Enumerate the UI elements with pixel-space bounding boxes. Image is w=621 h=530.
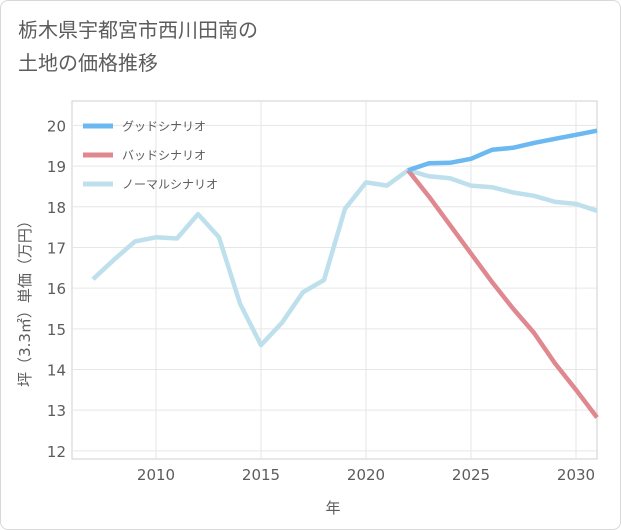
chart-title: 栃木県宇都宮市西川田南の 土地の価格推移 — [18, 14, 378, 80]
y-tick-label: 18 — [47, 199, 66, 217]
axis-ticks: 12 13 14 15 16 17 18 19 20 2010 2015 2020 2025 2030 — [47, 117, 595, 484]
legend-label-normal: ノーマルシナリオ — [122, 178, 218, 192]
series-line-normal — [91, 167, 598, 348]
y-tick-label: 13 — [47, 402, 66, 420]
chart-title-line-2: 土地の価格推移 — [18, 51, 158, 75]
series-line-good — [407, 128, 598, 173]
x-tick-label: 2010 — [137, 466, 175, 484]
y-tick-label: 16 — [47, 280, 66, 298]
x-axis-label: 年 — [325, 499, 340, 517]
y-tick-label: 12 — [47, 443, 66, 461]
legend-label-bad: バッドシナリオ — [122, 149, 206, 163]
series-line-bad — [406, 168, 599, 419]
y-tick-label: 20 — [47, 117, 66, 135]
x-tick-label: 2030 — [557, 466, 595, 484]
x-tick-label: 2015 — [242, 466, 280, 484]
y-tick-label: 17 — [47, 239, 66, 257]
y-tick-label: 19 — [47, 158, 66, 176]
plot-area-border — [71, 100, 598, 460]
y-tick-label: 14 — [47, 362, 66, 380]
y-tick-label: 15 — [47, 321, 66, 339]
x-tick-label: 2025 — [452, 466, 490, 484]
y-axis-label: 坪（3.3㎡）単価（万円） — [16, 213, 34, 387]
chart-title-line-1: 栃木県宇都宮市西川田南の — [18, 18, 258, 42]
grid-lines — [72, 101, 597, 459]
series-lines — [91, 128, 599, 419]
legend-label-good: グッドシナリオ — [122, 120, 206, 134]
x-tick-label: 2020 — [347, 466, 385, 484]
